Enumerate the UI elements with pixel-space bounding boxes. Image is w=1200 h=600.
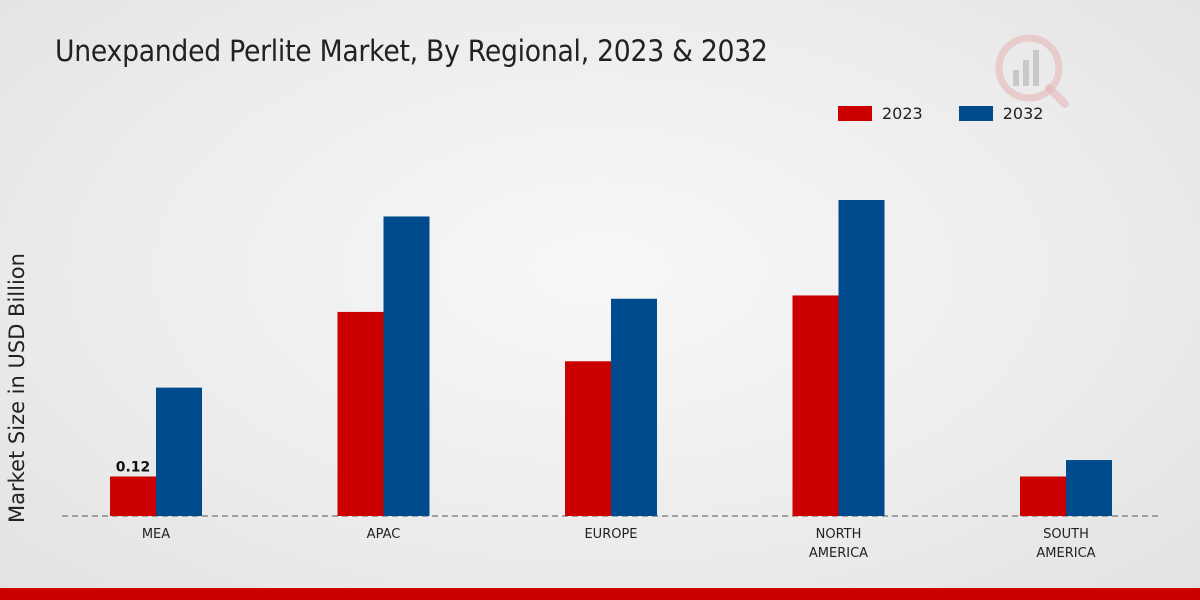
chart-title: Unexpanded Perlite Market, By Regional, … [55, 34, 768, 68]
bar-apac-2032 [383, 216, 430, 517]
x-tick-label-north-america: NORTH AMERICA [809, 527, 868, 561]
x-tick-label-mea: MEA [142, 527, 170, 542]
legend-swatch-2032 [958, 106, 993, 121]
bar-north-america-2032 [838, 200, 885, 516]
legend: 2023 2032 [838, 104, 1079, 123]
bar-mea-2023 [110, 476, 156, 516]
bar-apac-2023 [337, 311, 384, 516]
data-label-mea-2023: 0.12 [116, 460, 151, 476]
bar-mea-2032 [156, 387, 202, 516]
legend-label-2023: 2023 [882, 104, 923, 123]
legend-item-2032: 2032 [958, 104, 1044, 123]
legend-item-2023: 2023 [838, 104, 923, 123]
logo-icon [993, 30, 1073, 114]
footer-bar [0, 588, 1200, 600]
bar-europe-2023 [565, 361, 611, 516]
x-tick-label-south-america: SOUTH AMERICA [1036, 527, 1095, 561]
x-tick-label-apac: APAC [367, 527, 401, 542]
bar-south-america-2023 [1020, 476, 1066, 516]
x-tick-label-europe: EUROPE [584, 527, 637, 542]
legend-swatch-2023 [838, 106, 872, 121]
bar-europe-2032 [611, 298, 657, 516]
legend-label-2032: 2032 [1002, 104, 1044, 123]
bar-south-america-2032 [1066, 460, 1112, 516]
bar-north-america-2023 [792, 295, 839, 516]
